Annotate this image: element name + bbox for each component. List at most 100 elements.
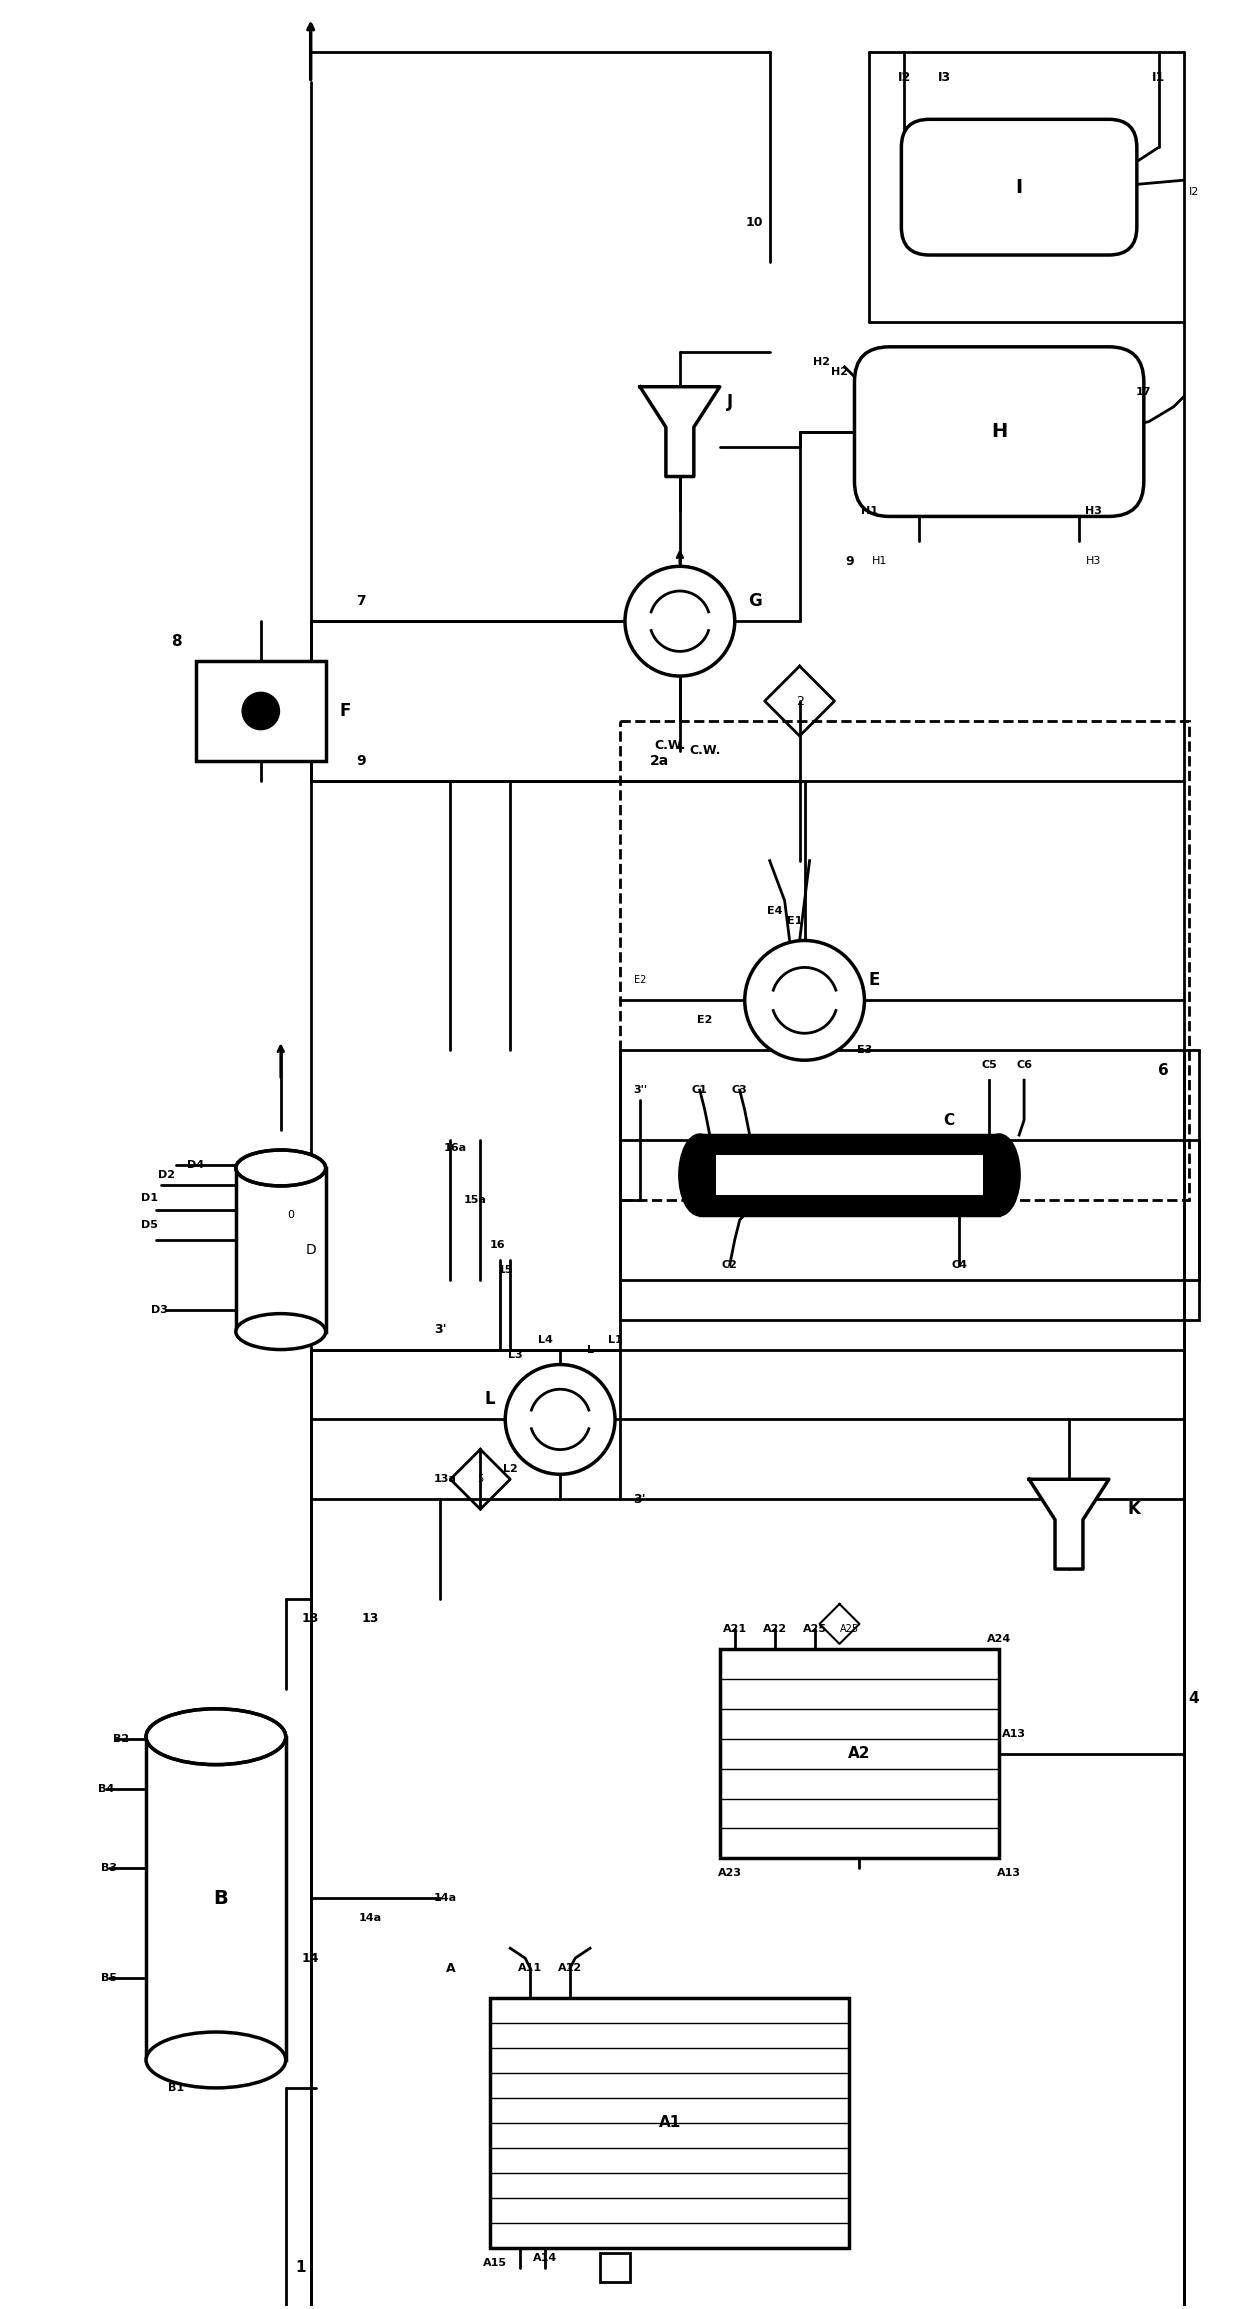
FancyBboxPatch shape bbox=[901, 120, 1137, 254]
Text: I3: I3 bbox=[937, 72, 951, 83]
Text: 4: 4 bbox=[1188, 1690, 1199, 1706]
Text: E2: E2 bbox=[697, 1016, 713, 1025]
Text: E4: E4 bbox=[766, 905, 782, 917]
Text: L1: L1 bbox=[608, 1335, 622, 1344]
Text: J: J bbox=[727, 393, 733, 411]
Ellipse shape bbox=[680, 1136, 719, 1215]
Circle shape bbox=[505, 1365, 615, 1473]
Text: 17: 17 bbox=[1136, 386, 1152, 397]
Text: A12: A12 bbox=[558, 1963, 582, 1974]
Text: 0: 0 bbox=[288, 1210, 294, 1219]
Bar bbox=[490, 1997, 849, 2247]
Text: B1: B1 bbox=[167, 2083, 184, 2092]
Text: I2: I2 bbox=[898, 72, 911, 83]
Text: A2: A2 bbox=[848, 1746, 870, 1762]
Text: A14: A14 bbox=[533, 2254, 557, 2263]
Text: 13: 13 bbox=[362, 1612, 379, 1626]
Text: 8: 8 bbox=[171, 633, 181, 649]
Text: 7: 7 bbox=[611, 2263, 619, 2272]
Text: 10: 10 bbox=[746, 215, 764, 229]
Text: B2: B2 bbox=[113, 1734, 129, 1743]
Text: H2: H2 bbox=[831, 367, 848, 376]
Text: I: I bbox=[1016, 178, 1023, 196]
Bar bbox=[699, 1136, 999, 1215]
Bar bbox=[620, 1051, 1199, 1279]
Text: H: H bbox=[991, 423, 1007, 441]
Text: B3: B3 bbox=[102, 1863, 117, 1873]
Circle shape bbox=[745, 940, 864, 1060]
Text: 1: 1 bbox=[295, 2261, 306, 2274]
Bar bbox=[236, 1168, 326, 1332]
Text: B4: B4 bbox=[98, 1783, 114, 1794]
Text: A24: A24 bbox=[987, 1635, 1012, 1644]
Text: E2: E2 bbox=[634, 974, 646, 986]
Text: A25: A25 bbox=[802, 1623, 827, 1635]
Bar bbox=[196, 660, 326, 762]
Text: D2: D2 bbox=[157, 1171, 175, 1180]
Text: C1: C1 bbox=[692, 1085, 708, 1094]
Text: D: D bbox=[305, 1242, 316, 1256]
Text: H1: H1 bbox=[872, 556, 887, 566]
Text: C6: C6 bbox=[1016, 1060, 1032, 1069]
Ellipse shape bbox=[146, 1709, 285, 1764]
Text: 14a: 14a bbox=[360, 1914, 382, 1923]
Text: 16a: 16a bbox=[444, 1143, 467, 1152]
Ellipse shape bbox=[146, 2032, 285, 2087]
Text: H3: H3 bbox=[1085, 506, 1102, 517]
Text: C.W.: C.W. bbox=[689, 743, 720, 757]
Text: A25: A25 bbox=[839, 1623, 859, 1635]
Text: D1: D1 bbox=[140, 1194, 157, 1203]
Text: H1: H1 bbox=[861, 506, 878, 517]
Text: 7: 7 bbox=[356, 593, 366, 607]
Text: 2: 2 bbox=[796, 695, 804, 707]
Bar bbox=[600, 2254, 630, 2284]
Bar bbox=[620, 720, 1189, 1201]
Text: F: F bbox=[340, 702, 351, 720]
Text: 13a: 13a bbox=[434, 1473, 456, 1485]
Text: L2: L2 bbox=[503, 1464, 517, 1473]
Text: 14a: 14a bbox=[434, 1893, 458, 1903]
Text: A1: A1 bbox=[658, 2115, 681, 2131]
Text: C3: C3 bbox=[732, 1085, 748, 1094]
Text: L: L bbox=[587, 1344, 594, 1355]
Text: A22: A22 bbox=[763, 1623, 786, 1635]
Text: I2: I2 bbox=[1188, 187, 1199, 196]
Text: E3: E3 bbox=[857, 1046, 872, 1055]
Text: H3: H3 bbox=[1086, 556, 1101, 566]
Text: D5: D5 bbox=[140, 1219, 157, 1231]
Text: 5: 5 bbox=[477, 1473, 484, 1485]
Circle shape bbox=[243, 693, 279, 730]
Text: C4: C4 bbox=[951, 1261, 967, 1270]
Text: A21: A21 bbox=[723, 1623, 746, 1635]
Polygon shape bbox=[640, 386, 719, 476]
Text: E1: E1 bbox=[787, 917, 802, 926]
Text: 15: 15 bbox=[497, 1265, 513, 1275]
Text: 15a: 15a bbox=[464, 1194, 487, 1205]
Text: A15: A15 bbox=[484, 2258, 507, 2267]
Text: A: A bbox=[445, 1963, 455, 1974]
Text: 9: 9 bbox=[846, 554, 854, 568]
Text: 3'': 3'' bbox=[632, 1085, 647, 1094]
Text: L: L bbox=[485, 1390, 496, 1408]
FancyBboxPatch shape bbox=[854, 346, 1143, 517]
Text: A11: A11 bbox=[518, 1963, 542, 1974]
Text: 6: 6 bbox=[1158, 1062, 1169, 1078]
Text: I1: I1 bbox=[1152, 72, 1166, 83]
Text: B: B bbox=[213, 1889, 228, 1907]
Text: K: K bbox=[1127, 1501, 1141, 1519]
Text: A13: A13 bbox=[997, 1868, 1021, 1880]
Ellipse shape bbox=[236, 1314, 326, 1348]
Bar bbox=[719, 1649, 999, 1859]
Text: A13: A13 bbox=[1002, 1729, 1027, 1739]
Text: L4: L4 bbox=[538, 1335, 553, 1344]
Text: H2: H2 bbox=[813, 358, 830, 367]
Text: G: G bbox=[748, 591, 761, 610]
Text: L3: L3 bbox=[508, 1348, 522, 1360]
Text: 16: 16 bbox=[490, 1240, 505, 1249]
Text: C5: C5 bbox=[981, 1060, 997, 1069]
Text: 2a: 2a bbox=[650, 753, 670, 769]
Text: 13: 13 bbox=[303, 1612, 320, 1626]
Text: 9: 9 bbox=[356, 753, 366, 769]
Ellipse shape bbox=[236, 1150, 326, 1187]
Bar bbox=[146, 1736, 285, 2060]
